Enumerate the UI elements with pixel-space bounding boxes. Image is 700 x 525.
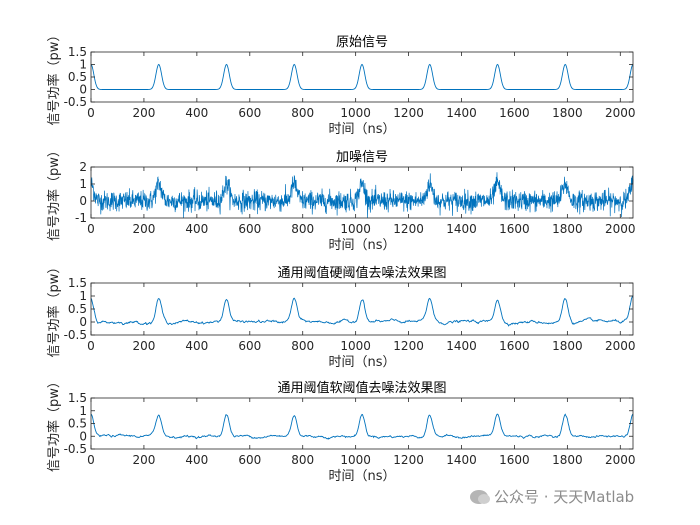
x-tick-label: 800: [291, 222, 314, 236]
x-tick-label: 1000: [340, 453, 371, 467]
x-tick-label: 200: [132, 222, 155, 236]
x-tick-label: 1200: [393, 222, 424, 236]
x-tick-label: 1200: [393, 106, 424, 120]
y-tick-label: -0.5: [64, 442, 87, 456]
y-tick-label: 1: [79, 289, 87, 303]
y-axis-label: 信号功率（pw）: [46, 375, 62, 472]
y-tick-label: 0: [79, 315, 87, 329]
x-tick-label: 2000: [605, 106, 636, 120]
x-tick-label: 1400: [446, 339, 477, 353]
x-tick-label: 2000: [605, 339, 636, 353]
y-tick-label: 1: [79, 58, 87, 72]
y-axis-label: 信号功率（pw）: [46, 261, 62, 358]
wechat-icon: [470, 489, 490, 504]
x-tick-label: 400: [185, 339, 208, 353]
x-tick-label: 1800: [552, 222, 583, 236]
x-tick-label: 1800: [552, 453, 583, 467]
subplot-title: 加噪信号: [336, 150, 388, 165]
y-tick-label: -0.5: [64, 95, 87, 109]
subplot-2: 0 200 400 600 800 1000 1200 1400 1600 1800 2000-10…: [46, 144, 636, 253]
subplot-title: 通用阈值硬阈值去噪法效果图: [277, 265, 446, 281]
x-tick-label: 600: [238, 222, 261, 236]
y-tick-label: 2: [79, 160, 87, 174]
subplot-title: 通用阈值软阈值去噪法效果图: [277, 380, 446, 396]
x-tick-label: 1800: [552, 106, 583, 120]
x-tick-label: 0: [87, 453, 95, 467]
x-tick-label: 1800: [552, 339, 583, 353]
y-tick-label: 0: [79, 83, 87, 97]
x-tick-label: 400: [185, 453, 208, 467]
y-tick-label: -1: [75, 211, 87, 225]
y-tick-label: 1.5: [68, 276, 87, 290]
axes-box: [90, 51, 634, 103]
x-tick-label: 2000: [605, 453, 636, 467]
y-tick-label: 0: [79, 194, 87, 208]
x-tick-label: 200: [132, 106, 155, 120]
watermark: 公众号 · 天天Matlab: [470, 486, 634, 507]
y-tick-label: 0.5: [68, 417, 87, 431]
x-tick-label: 400: [185, 222, 208, 236]
x-tick-label: 800: [291, 453, 314, 467]
x-tick-label: 600: [238, 106, 261, 120]
x-axis-label: 时间（ns）: [328, 238, 395, 253]
x-tick-label: 1000: [340, 106, 371, 120]
x-tick-label: 1600: [499, 339, 530, 353]
x-tick-label: 2000: [605, 222, 636, 236]
x-tick-label: 1600: [499, 106, 530, 120]
y-tick-label: 0.5: [68, 302, 87, 316]
axes-box: [90, 397, 634, 450]
x-tick-label: 400: [185, 106, 208, 120]
x-tick-label: 600: [238, 339, 261, 353]
x-tick-label: 1400: [446, 453, 477, 467]
subplot-4: 0 200 400 600 800 1000 1200 1400 1600 1800 2000 -0.…: [46, 375, 636, 484]
y-tick-label: 0: [79, 429, 87, 443]
x-tick-label: 1000: [340, 339, 371, 353]
axes-box: [90, 282, 634, 336]
y-tick-label: -0.5: [64, 328, 87, 342]
subplot-1: 0 200 400 600 800 1000 1200 1400 1600 1800 2000 -0.…: [46, 29, 636, 137]
axes-box: [90, 166, 634, 219]
x-axis-label: 时间（ns）: [328, 355, 395, 370]
series-line: [90, 63, 634, 90]
x-tick-label: 800: [291, 106, 314, 120]
x-axis-label: 时间（ns）: [328, 469, 395, 484]
x-tick-label: 1400: [446, 222, 477, 236]
x-tick-label: 1600: [499, 453, 530, 467]
series-line: [90, 295, 634, 327]
series-line: [90, 172, 634, 219]
subplot-3: 0 200 400 600 800 1000 1200 1400 1600 1800 2000 -0.…: [46, 261, 636, 370]
x-tick-label: 600: [238, 453, 261, 467]
x-tick-label: 200: [132, 453, 155, 467]
y-axis-label: 信号功率（pw）: [46, 29, 62, 126]
x-tick-label: 1000: [340, 222, 371, 236]
x-tick-label: 0: [87, 222, 95, 236]
x-tick-label: 200: [132, 339, 155, 353]
x-tick-label: 800: [291, 339, 314, 353]
y-tick-label: 1.5: [68, 45, 87, 59]
y-tick-label: 0.5: [68, 70, 87, 84]
y-axis-label: 信号功率（pw）: [46, 144, 62, 241]
subplot-title: 原始信号: [336, 35, 388, 50]
x-tick-label: 1600: [499, 222, 530, 236]
y-tick-label: 1.5: [68, 391, 87, 405]
y-tick-label: 1: [79, 177, 87, 191]
x-axis-label: 时间（ns）: [328, 122, 395, 137]
x-tick-label: 0: [87, 339, 95, 353]
x-tick-label: 0: [87, 106, 95, 120]
x-tick-label: 1200: [393, 339, 424, 353]
x-tick-label: 1200: [393, 453, 424, 467]
y-tick-label: 1: [79, 404, 87, 418]
watermark-text: 公众号 · 天天Matlab: [494, 488, 635, 506]
series-line: [90, 413, 634, 440]
x-tick-label: 1400: [446, 106, 477, 120]
